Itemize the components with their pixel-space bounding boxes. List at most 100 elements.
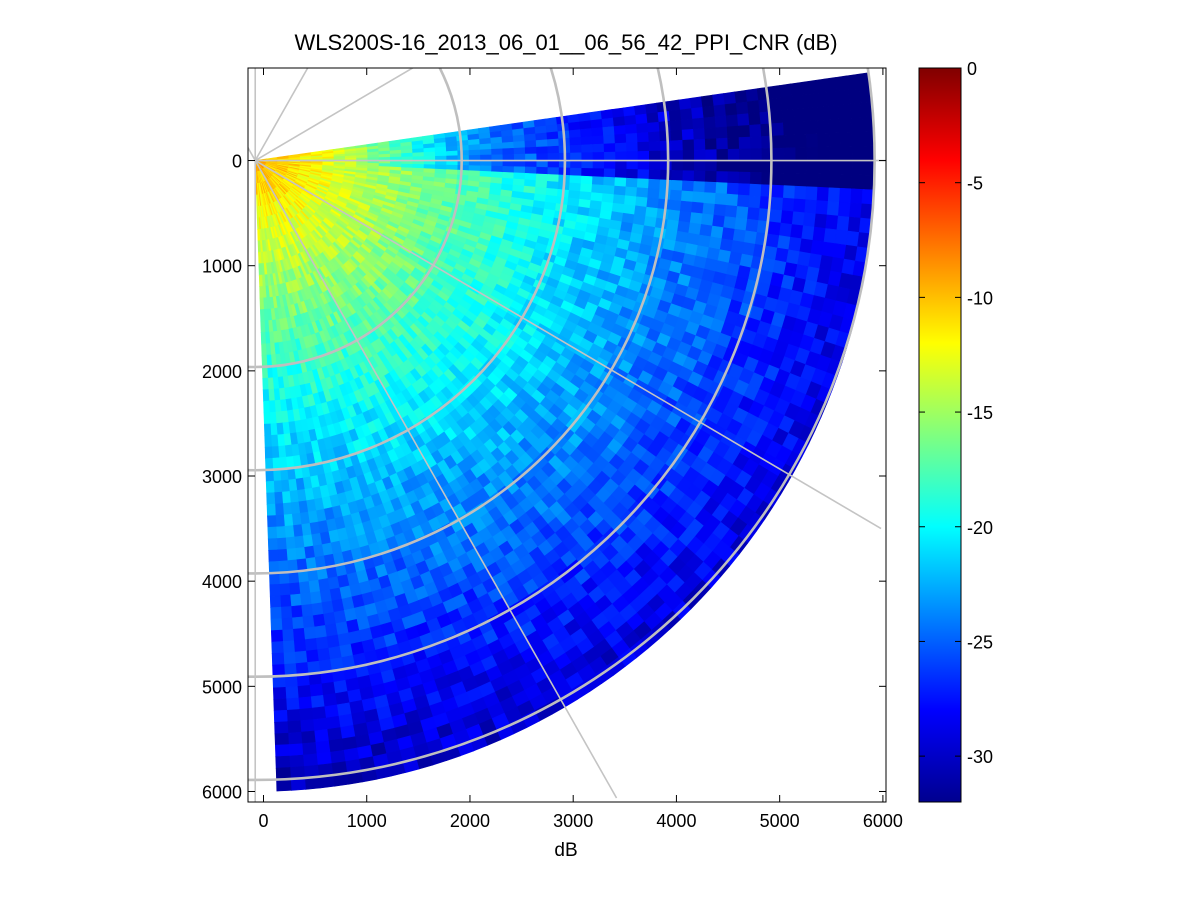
cnr-cell — [614, 142, 628, 153]
cnr-cell — [680, 118, 694, 131]
cnr-cell — [315, 636, 329, 651]
cnr-cell — [741, 242, 756, 257]
cnr-cell — [691, 106, 705, 120]
cnr-cell — [268, 561, 280, 574]
cnr-cell — [829, 146, 842, 161]
cnr-cell — [794, 173, 808, 188]
cnr-cell — [726, 182, 740, 196]
cnr-cell — [267, 538, 278, 551]
azimuth-spoke — [254, 68, 415, 162]
cnr-cell — [281, 628, 295, 642]
cnr-cell — [817, 146, 830, 161]
cnr-cell — [712, 93, 726, 107]
cnr-cell — [851, 145, 864, 161]
cnr-cell — [814, 92, 828, 108]
plot-frame — [247, 67, 887, 803]
cnr-cell — [326, 727, 343, 742]
cnr-cell — [681, 128, 695, 141]
cnr-cell — [317, 578, 330, 592]
cnr-cell — [777, 235, 791, 251]
cnr-cell — [535, 173, 549, 182]
cnr-cell — [267, 515, 277, 528]
cnr-cell — [580, 128, 593, 138]
colorbar-tick-label: -5 — [967, 174, 983, 194]
cnr-cell — [845, 230, 860, 248]
cnr-cell — [325, 715, 341, 730]
cnr-cell — [714, 192, 728, 206]
cnr-cell — [624, 186, 638, 198]
cnr-cell — [851, 131, 864, 147]
cnr-cell — [738, 136, 751, 150]
cnr-cell — [273, 709, 288, 723]
cnr-cell — [624, 195, 637, 207]
cnr-cell — [285, 536, 296, 550]
cnr-cell — [770, 110, 784, 125]
cnr-cell — [794, 134, 808, 149]
cnr-cell — [266, 492, 276, 505]
cnr-cell — [270, 618, 283, 631]
cnr-cell — [716, 148, 729, 161]
cnr-cell — [286, 720, 302, 734]
cnr-cell — [625, 132, 639, 144]
cnr-cell — [276, 434, 286, 447]
cnr-cell — [581, 167, 594, 177]
cnr-cell — [828, 132, 842, 148]
cnr-cell — [291, 616, 304, 630]
cnr-cell — [268, 400, 276, 413]
cnr-cell — [817, 132, 830, 148]
cnr-cell — [547, 145, 560, 154]
cnr-cell — [749, 183, 762, 197]
cnr-cell — [704, 181, 717, 194]
cnr-cell — [802, 93, 817, 109]
cnr-cells — [254, 72, 875, 792]
cnr-cell — [749, 124, 762, 138]
cnr-cell — [636, 122, 649, 134]
cnr-cell — [839, 117, 852, 134]
cnr-cell — [693, 181, 706, 193]
cnr-cell — [724, 204, 738, 219]
cnr-cell — [783, 172, 797, 187]
cnr-cell — [513, 166, 526, 174]
cnr-cell — [479, 143, 492, 151]
cnr-cell — [327, 645, 342, 660]
cnr-cell — [791, 94, 806, 110]
cnr-cell — [589, 110, 603, 121]
cnr-cell — [637, 150, 650, 161]
cnr-cell — [592, 143, 605, 153]
cnr-cell — [568, 182, 582, 192]
cnr-cell — [490, 136, 503, 145]
cnr-cell — [502, 147, 515, 156]
cnr-cell — [276, 778, 292, 792]
cnr-cell — [749, 136, 763, 150]
cnr-cell — [745, 218, 759, 233]
cnr-cell — [312, 613, 326, 628]
cnr-cell — [702, 202, 716, 216]
cnr-cell — [294, 547, 306, 561]
cnr-cell — [682, 160, 695, 172]
cnr-cell — [679, 200, 693, 213]
cnr-cell — [827, 187, 841, 203]
cnr-cell — [536, 166, 549, 175]
cnr-cell — [648, 160, 662, 171]
cnr-cell — [648, 178, 661, 190]
cnr-cell — [851, 174, 864, 190]
cnr-cell — [836, 89, 850, 106]
cnr-cell — [603, 160, 616, 170]
cnr-cell — [265, 469, 274, 482]
cnr-cell — [292, 524, 304, 538]
cnr-cell — [525, 160, 538, 168]
cnr-cell — [747, 100, 761, 114]
cnr-cell — [671, 170, 684, 182]
cnr-cell — [502, 154, 515, 161]
cnr-cell — [603, 134, 616, 145]
cnr-cell — [581, 152, 594, 161]
cnr-cell — [546, 138, 560, 148]
cnr-cell — [468, 149, 481, 156]
cnr-cell — [284, 686, 299, 700]
cnr-cell — [523, 133, 537, 142]
cnr-cell — [772, 135, 785, 149]
cnr-cell — [750, 148, 763, 161]
cnr-cell — [826, 104, 840, 121]
cnr-cell — [614, 168, 628, 179]
cnr-cell — [805, 186, 819, 201]
